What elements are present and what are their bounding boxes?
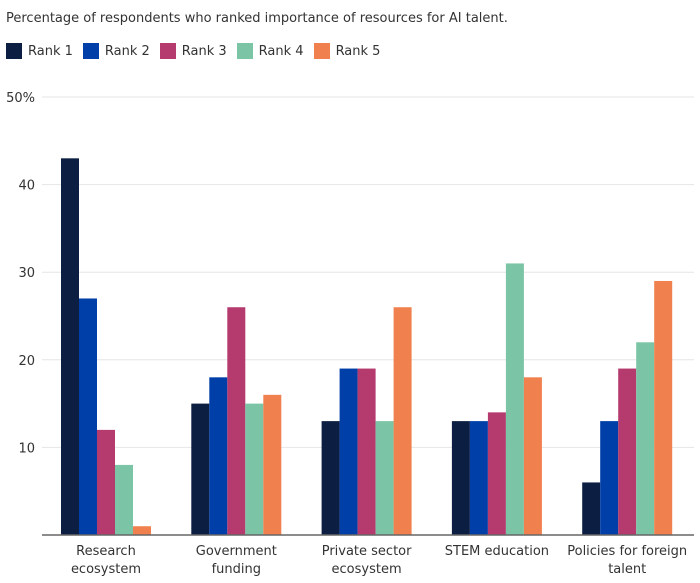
x-category-label: Government funding <box>196 544 277 577</box>
x-category-label: Private sector ecosystem <box>322 544 412 577</box>
bar <box>505 263 524 535</box>
y-tick-label: 40 <box>18 179 35 194</box>
x-category-label: STEM education <box>445 544 549 559</box>
bar <box>636 342 655 535</box>
legend-swatch <box>82 43 99 59</box>
y-axis-ticks: 10 20 30 40 50% <box>6 91 35 456</box>
legend-item-rank-1: Rank 1 <box>6 43 73 59</box>
bar <box>115 464 133 535</box>
bar <box>582 482 601 535</box>
bar <box>227 307 246 535</box>
legend-label: Rank 1 <box>28 43 73 59</box>
bar <box>321 421 340 535</box>
bar <box>79 298 97 535</box>
bar <box>191 403 210 535</box>
legend-item-rank-3: Rank 3 <box>159 43 227 59</box>
legend-label: Rank 5 <box>335 43 381 59</box>
bar <box>618 368 637 535</box>
bar <box>133 526 151 535</box>
y-tick-label: 10 <box>18 441 35 456</box>
chart-subtitle: Percentage of respondents who ranked imp… <box>6 11 508 26</box>
y-tick-label: 50% <box>6 91 35 106</box>
legend-item-rank-2: Rank 2 <box>82 43 150 59</box>
legend-label: Rank 3 <box>181 43 227 59</box>
legend-swatch <box>6 43 22 59</box>
legend-label: Rank 4 <box>258 43 304 59</box>
bar <box>451 421 470 535</box>
bar <box>357 368 376 535</box>
bar <box>393 307 412 535</box>
legend-swatch <box>236 43 253 59</box>
bar <box>600 421 619 535</box>
legend-item-rank-5: Rank 5 <box>313 43 381 59</box>
category-labels: Research ecosystem Government funding Privat… <box>71 544 687 577</box>
legend-item-rank-4: Rank 4 <box>236 43 304 59</box>
bar <box>487 412 506 535</box>
legend-swatch <box>313 43 330 59</box>
bar <box>97 429 115 535</box>
legend-label: Rank 2 <box>104 43 150 59</box>
bar <box>263 394 282 535</box>
bar <box>245 403 264 535</box>
bar <box>209 377 228 535</box>
bar <box>339 368 358 535</box>
legend: Rank 1 Rank 2 Rank 3 Rank 4 Rank 5 <box>6 43 390 59</box>
y-tick-label: 30 <box>18 266 35 281</box>
y-tick-label: 20 <box>18 354 35 369</box>
bars <box>61 158 673 535</box>
legend-swatch <box>159 43 176 59</box>
bar <box>61 158 79 535</box>
bar <box>654 280 673 535</box>
bar <box>469 421 488 535</box>
bar <box>523 377 542 535</box>
x-category-label: Policies for foreign talent <box>567 544 687 577</box>
bar <box>375 421 394 535</box>
x-category-label: Research ecosystem <box>71 544 141 577</box>
